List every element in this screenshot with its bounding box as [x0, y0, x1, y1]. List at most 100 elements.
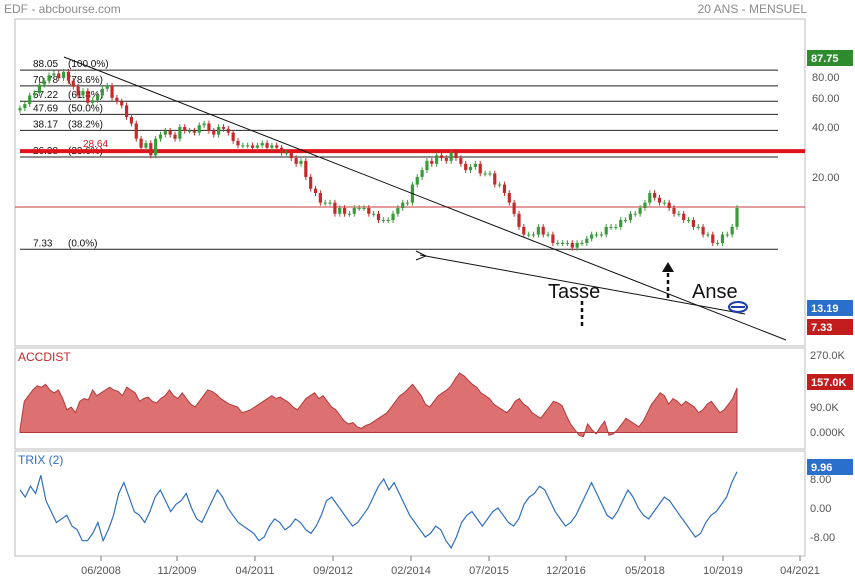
arrow-up-icon	[662, 262, 674, 272]
candle-body	[134, 123, 138, 139]
candle-body	[309, 176, 313, 189]
candle-body	[280, 147, 284, 153]
candle-body	[120, 101, 124, 106]
handle-downtrend-line	[419, 254, 746, 315]
candle-body	[614, 226, 618, 228]
candle-body	[367, 207, 371, 214]
candle-body	[168, 130, 172, 135]
candle-body	[570, 242, 574, 248]
candle-body	[71, 80, 75, 87]
candle-body	[609, 226, 613, 228]
candle-body	[464, 163, 468, 171]
price-y-tick-label: 80.00	[812, 72, 840, 84]
candle-body	[546, 234, 550, 236]
candle-body	[284, 152, 289, 154]
candle-body	[313, 188, 318, 194]
fib-level-percent: (61.8%)	[68, 90, 103, 101]
candle-body	[711, 234, 715, 243]
candle-body	[250, 145, 255, 148]
fibonacci-levels: 88.05 (100.0%) 70.78 (78.6%) 57.22 (61.8%) 47.…	[15, 59, 805, 250]
candle-body	[677, 213, 681, 215]
candle-body	[323, 202, 327, 204]
candle-body	[37, 84, 41, 94]
long-downtrend-line	[63, 56, 787, 341]
candle-body	[207, 123, 211, 131]
candle-body	[696, 226, 700, 228]
candle-body	[633, 213, 637, 215]
candle-body	[178, 127, 182, 139]
current-position-marker-icon	[728, 301, 748, 313]
candle-body	[672, 207, 676, 214]
candle-body	[560, 242, 565, 244]
price-low-badge-bg	[807, 319, 853, 335]
candle-body	[28, 95, 32, 105]
candle-body	[531, 234, 536, 236]
candle-body	[459, 158, 463, 164]
candle-body	[430, 160, 434, 164]
candle-body	[420, 170, 424, 177]
candle-body	[173, 134, 177, 139]
candle-body	[163, 130, 167, 135]
candlesticks	[18, 69, 739, 251]
price-low-badge: 7.33	[811, 322, 832, 334]
candle-body	[493, 173, 497, 185]
fib-level-value: 7.33	[33, 238, 53, 249]
candle-body	[115, 97, 119, 102]
candle-body	[667, 202, 671, 208]
x-tick-label: 12/2016	[546, 565, 586, 577]
fib-level-value: 38.17	[33, 119, 58, 130]
accdist-y-tick-label: 0.000K	[810, 427, 846, 439]
candle-body	[405, 202, 410, 204]
price-y-tick-label: 20.00	[812, 172, 840, 184]
candle-body	[265, 143, 269, 148]
price-y-tick-label: 40.00	[812, 122, 840, 134]
candle-body	[294, 158, 298, 164]
x-tick-label: 11/2009	[158, 565, 197, 577]
fib-level-percent: (50.0%)	[68, 103, 103, 114]
candle-body	[580, 242, 584, 244]
candle-body	[192, 130, 197, 133]
candle-body	[149, 143, 153, 156]
fib-level-percent: (100.0%)	[68, 59, 109, 70]
candle-body	[488, 173, 492, 175]
candle-body	[551, 234, 555, 243]
candle-body	[594, 234, 599, 236]
candle-body	[299, 160, 303, 164]
candle-body	[517, 213, 521, 227]
candle-body	[498, 184, 502, 186]
candle-body	[522, 226, 526, 235]
candle-body	[478, 163, 482, 174]
candle-body	[483, 173, 487, 175]
candle-body	[197, 125, 201, 133]
candle-body	[556, 242, 560, 244]
candle-body	[236, 140, 240, 146]
value-badges: 87.75 13.19 7.33 157.0K 9.96	[807, 50, 853, 475]
candle-body	[76, 86, 80, 96]
candle-body	[415, 176, 419, 185]
candle-body	[62, 71, 66, 78]
candle-body	[333, 202, 337, 214]
candle-body	[527, 234, 531, 236]
candle-body	[735, 207, 739, 227]
candle-body	[425, 160, 429, 171]
candle-body	[246, 145, 250, 147]
price-high-badge: 87.75	[811, 53, 839, 65]
candle-body	[212, 130, 216, 135]
candle-body	[42, 80, 46, 85]
candle-body	[638, 207, 642, 214]
candle-body	[342, 207, 347, 214]
candle-body	[720, 234, 725, 243]
candle-body	[565, 242, 570, 244]
fib-level-percent: (78.6%)	[68, 75, 103, 86]
candle-body	[202, 123, 206, 126]
candle-body	[716, 242, 720, 244]
x-tick-label: 02/2014	[391, 565, 431, 577]
candle-body	[701, 226, 705, 235]
candle-body	[328, 202, 332, 204]
candle-body	[643, 202, 647, 208]
trendline-arrow-icon	[415, 250, 428, 261]
chart-source-label: EDF - abcbourse.com	[4, 2, 121, 16]
candle-body	[357, 207, 361, 209]
x-tick-label: 04/2011	[236, 565, 275, 577]
trendlines	[63, 56, 787, 341]
